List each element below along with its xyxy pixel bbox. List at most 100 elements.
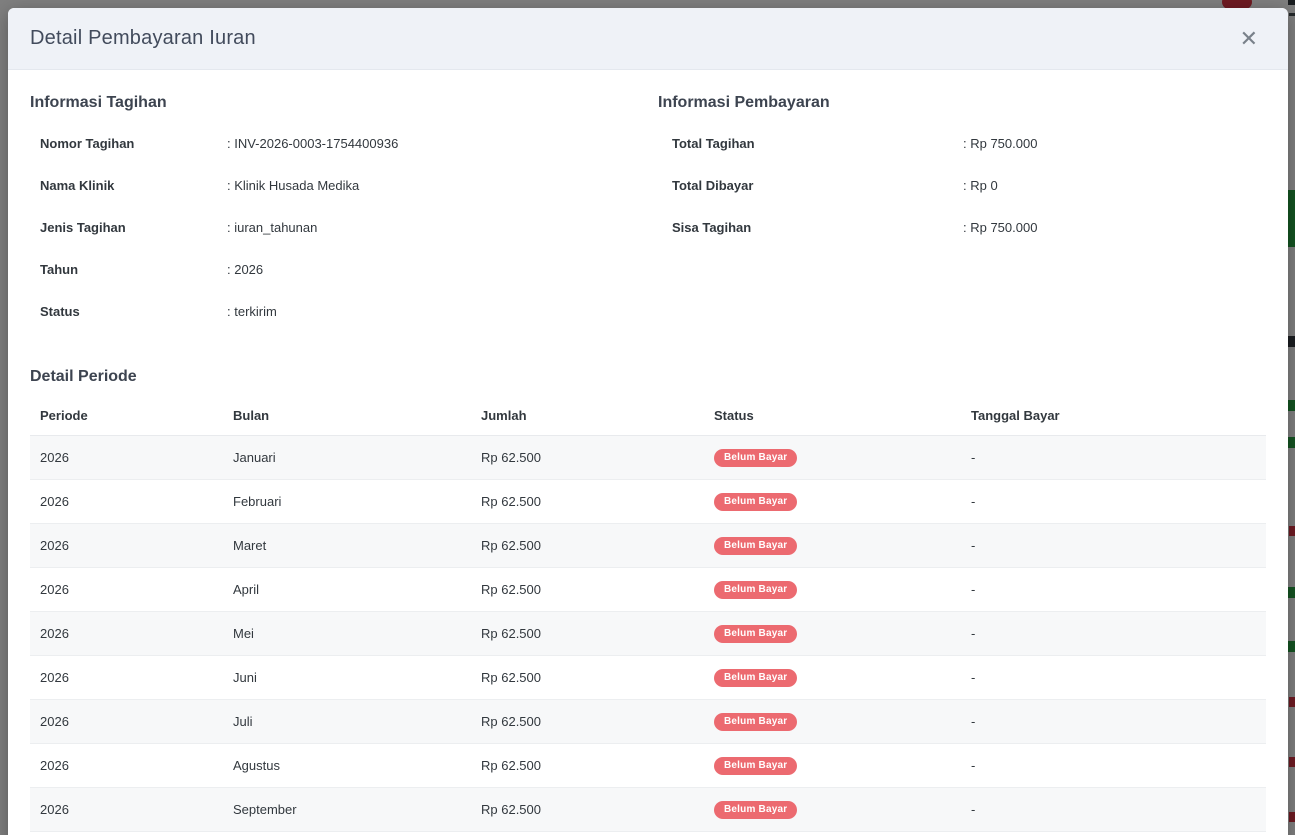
period-detail-section: Detail Periode Periode Bulan Jumlah Stat… [30,368,1266,832]
column-header-status: Status [704,388,961,436]
status-badge: Belum Bayar [714,669,798,687]
cell-status: Belum Bayar [704,744,961,788]
info-value: : terkirim [227,304,277,319]
table-row: 2026 April Rp 62.500 Belum Bayar - [30,568,1266,612]
info-row-sisa-tagihan: Sisa Tagihan : Rp 750.000 [658,220,1266,262]
info-row-nomor-tagihan: Nomor Tagihan : INV-2026-0003-1754400936 [30,136,658,178]
column-header-bulan: Bulan [223,388,471,436]
cell-bulan: Februari [233,494,282,509]
modal-title: Detail Pembayaran Iuran [30,27,256,49]
cell-jumlah: Rp 62.500 [481,582,541,597]
cell-jumlah: Rp 62.500 [481,670,541,685]
cell-status: Belum Bayar [704,612,961,656]
status-badge: Belum Bayar [714,713,798,731]
cell-jumlah: Rp 62.500 [481,802,541,817]
info-value: : INV-2026-0003-1754400936 [227,136,399,151]
info-row-total-tagihan: Total Tagihan : Rp 750.000 [658,136,1266,178]
status-badge: Belum Bayar [714,757,798,775]
column-header-periode: Periode [30,388,223,436]
status-badge: Belum Bayar [714,625,798,643]
cell-status: Belum Bayar [704,480,961,524]
payment-info-section: Informasi Pembayaran Total Tagihan : Rp … [658,94,1266,346]
info-label: Tahun [40,262,79,277]
cell-status: Belum Bayar [704,524,961,568]
cell-periode: 2026 [40,802,69,817]
cell-jumlah: Rp 62.500 [481,758,541,773]
table-row: 2026 Mei Rp 62.500 Belum Bayar - [30,611,1266,656]
cell-status: Belum Bayar [704,700,961,744]
cell-bulan: September [233,802,297,817]
payment-info-heading: Informasi Pembayaran [658,94,830,111]
column-header-jumlah: Jumlah [471,388,704,436]
modal-header: Detail Pembayaran Iuran ✕ [8,8,1288,70]
cell-tanggal-bayar: - [971,582,976,597]
cell-status: Belum Bayar [704,568,961,612]
cell-periode: 2026 [40,582,69,597]
cell-bulan: Juli [233,714,253,729]
info-label: Nomor Tagihan [40,136,135,151]
cell-bulan: Juni [233,670,257,685]
info-label: Jenis Tagihan [40,220,126,235]
cell-jumlah: Rp 62.500 [481,626,541,641]
cell-status: Belum Bayar [704,788,961,832]
table-row: 2026 Maret Rp 62.500 Belum Bayar - [30,523,1266,568]
cell-jumlah: Rp 62.500 [481,494,541,509]
period-table: Periode Bulan Jumlah Status Tanggal Baya… [30,388,1266,832]
table-row: 2026 Juni Rp 62.500 Belum Bayar - [30,656,1266,700]
cell-status: Belum Bayar [704,436,961,480]
cell-periode: 2026 [40,670,69,685]
cell-jumlah: Rp 62.500 [481,450,541,465]
status-badge: Belum Bayar [714,449,798,467]
cell-bulan: Januari [233,450,276,465]
cell-tanggal-bayar: - [971,802,976,817]
info-label: Status [40,304,80,319]
payment-info-rows: Total Tagihan : Rp 750.000 Total Dibayar… [658,136,1266,262]
info-value: : 2026 [227,262,264,277]
table-row: 2026 Januari Rp 62.500 Belum Bayar - [30,435,1266,480]
period-detail-heading: Detail Periode [30,368,137,385]
cell-jumlah: Rp 62.500 [481,714,541,729]
modal-body: Informasi Tagihan Nomor Tagihan : INV-20… [8,70,1288,832]
status-badge: Belum Bayar [714,801,798,819]
info-value: : Rp 750.000 [963,220,1038,235]
billing-info-heading: Informasi Tagihan [30,94,167,111]
info-label: Sisa Tagihan [672,220,752,235]
cell-bulan: Maret [233,538,267,553]
cell-bulan: April [233,582,260,597]
info-value: : iuran_tahunan [227,220,318,235]
cell-periode: 2026 [40,714,69,729]
info-value: : Rp 0 [963,178,998,193]
close-icon: ✕ [1239,25,1258,51]
info-row-tahun: Tahun : 2026 [30,262,658,304]
info-label: Total Tagihan [672,136,755,151]
info-row-status: Status : terkirim [30,304,658,346]
close-button[interactable]: ✕ [1234,24,1264,54]
status-badge: Belum Bayar [714,493,798,511]
billing-info-section: Informasi Tagihan Nomor Tagihan : INV-20… [30,94,658,346]
info-value: : Rp 750.000 [963,136,1038,151]
table-row: 2026 September Rp 62.500 Belum Bayar - [30,787,1266,832]
cell-jumlah: Rp 62.500 [481,538,541,553]
cell-tanggal-bayar: - [971,758,976,773]
cell-tanggal-bayar: - [971,714,976,729]
cell-periode: 2026 [40,538,69,553]
cell-bulan: Mei [233,626,254,641]
info-value: : Klinik Husada Medika [227,178,360,193]
info-row-total-dibayar: Total Dibayar : Rp 0 [658,178,1266,220]
cell-bulan: Agustus [233,758,280,773]
status-badge: Belum Bayar [714,537,798,555]
info-row-nama-klinik: Nama Klinik : Klinik Husada Medika [30,178,658,220]
info-row-jenis-tagihan: Jenis Tagihan : iuran_tahunan [30,220,658,262]
table-row: 2026 Agustus Rp 62.500 Belum Bayar - [30,744,1266,788]
billing-info-rows: Nomor Tagihan : INV-2026-0003-1754400936… [30,136,658,346]
cell-tanggal-bayar: - [971,450,976,465]
status-badge: Belum Bayar [714,581,798,599]
info-label: Total Dibayar [672,178,754,193]
info-label: Nama Klinik [40,178,115,193]
cell-tanggal-bayar: - [971,494,976,509]
info-grid: Informasi Tagihan Nomor Tagihan : INV-20… [30,94,1266,346]
table-row: 2026 Februari Rp 62.500 Belum Bayar - [30,480,1266,524]
cell-tanggal-bayar: - [971,670,976,685]
cell-periode: 2026 [40,758,69,773]
